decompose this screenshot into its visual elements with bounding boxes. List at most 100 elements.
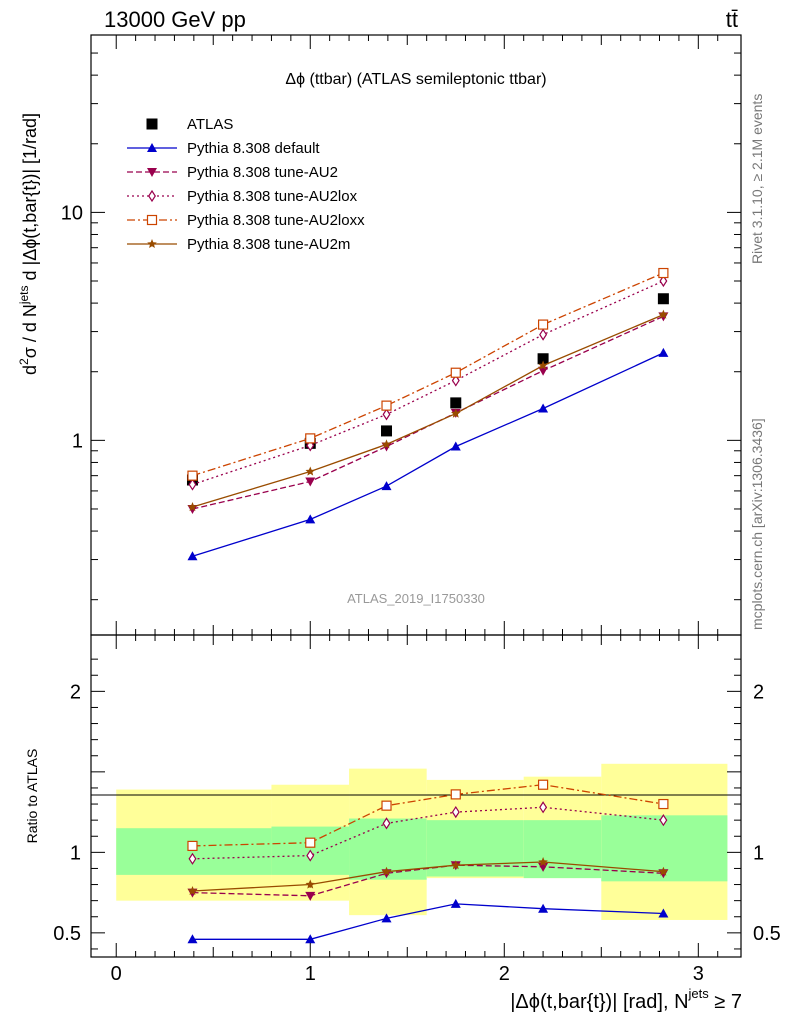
ratio-point	[305, 891, 316, 901]
ratio-panel: 0.5 0.5 1 1 2 2 0 1 2 3 Ratio to ATLAS |Δϕ(t,bar{…	[24, 634, 781, 1013]
mcplots-label: mcplots.cern.ch [arXiv:1306.3436]	[749, 418, 765, 630]
ratio-y-tick-label: 2	[70, 681, 81, 703]
data-point	[305, 477, 316, 487]
series-line	[192, 352, 664, 557]
ratio-point	[305, 934, 316, 944]
ratio-line	[192, 784, 664, 847]
data-point	[450, 397, 462, 409]
main-series-layer	[186, 267, 669, 561]
ratio-y-tick-label-right: 1	[753, 842, 764, 864]
legend-label: Pythia 8.308 tune-AU2loxx	[187, 212, 365, 229]
data-point	[659, 274, 668, 288]
ratio-point	[381, 866, 392, 876]
legend-label: Pythia 8.308 tune-AU2lox	[187, 188, 358, 205]
legend-label: Pythia 8.308 tune-AU2	[187, 164, 338, 181]
ratio-green-band	[116, 828, 272, 875]
data-point	[537, 353, 549, 365]
ratio-line	[192, 806, 664, 860]
series-atlas	[186, 293, 669, 486]
main-y-axis-label: d2σ / d Njets d |Δϕ(t,bar{t})| [1/rad]	[17, 113, 40, 375]
ratio-series-pythia-8-308-default	[187, 898, 669, 944]
ratio-frame	[90, 634, 742, 958]
data-point	[451, 408, 461, 418]
data-point	[450, 367, 461, 378]
legend-entry: Pythia 8.308 tune-AU2m	[127, 236, 350, 253]
ratio-point	[450, 789, 461, 800]
ratio-point	[187, 934, 198, 944]
series-pythia-8-308-tune-au2loxx	[187, 267, 669, 481]
ratio-line	[192, 864, 664, 897]
series-pythia-8-308-default	[187, 347, 669, 561]
ratio-point	[381, 913, 392, 923]
ratio-x-tick-label: 1	[305, 963, 316, 985]
data-point	[381, 400, 392, 411]
xlabel-a-sup: jets	[688, 986, 710, 1001]
series-line	[192, 315, 664, 510]
ratio-point	[187, 886, 198, 895]
data-point	[658, 267, 669, 279]
ratio-x-tick-label: 2	[499, 963, 510, 985]
series-pythia-8-308-tune-au2m	[187, 309, 669, 512]
rivet-label: Rivet 3.1.10, ≥ 2.1M events	[749, 94, 765, 264]
ratio-point	[537, 779, 549, 790]
legend: ATLAS Pythia 8.308 default Pythia 8.308 tu…	[127, 116, 365, 253]
legend-entry: ATLAS	[146, 116, 233, 133]
ratio-x-axis-label: |Δϕ(t,bar{t})| [rad], Njets ≥ 7	[510, 986, 742, 1013]
ratio-point	[305, 837, 316, 848]
xlabel-a: |Δϕ(t,bar{t})| [rad], N	[510, 991, 688, 1013]
ratio-x-tick-label: 3	[693, 963, 704, 985]
process-label: tt̄	[726, 7, 738, 32]
data-point	[658, 309, 669, 319]
main-ylabel-b-sup: jets	[17, 285, 31, 305]
main-y-tick-label: 10	[61, 202, 83, 224]
series-line	[192, 272, 664, 477]
main-ylabel-c: d |Δϕ(t,bar{t})| [1/rad]	[20, 113, 40, 286]
ratio-series-pythia-8-308-tune-au2m	[187, 857, 669, 895]
data-point	[187, 470, 198, 481]
data-point	[451, 374, 460, 387]
ratio-y-axis-label: Ratio to ATLAS	[24, 749, 40, 844]
ratio-line	[192, 903, 664, 940]
main-ylabel-a: d	[20, 365, 40, 375]
ratio-point	[381, 800, 392, 811]
energy-label: 13000 GeV pp	[104, 7, 246, 32]
data-point	[658, 347, 669, 357]
ratio-y-tick-label-right: 2	[753, 681, 764, 703]
main-y-ticks: 1 10	[61, 34, 741, 635]
series-line	[192, 280, 664, 486]
ratio-point	[658, 798, 669, 810]
ratio-line	[192, 861, 664, 892]
data-point	[539, 328, 548, 341]
xlabel-b: ≥ 7	[709, 991, 742, 1013]
ratio-x-tick-label: 0	[111, 963, 122, 985]
main-ylabel-b: σ / d N	[20, 304, 40, 358]
legend-label: Pythia 8.308 default	[187, 140, 320, 157]
legend-label: Pythia 8.308 tune-AU2m	[187, 236, 350, 253]
ratio-point	[187, 840, 198, 852]
data-point	[450, 441, 461, 451]
ratio-point	[658, 866, 669, 876]
legend-marker	[147, 239, 157, 248]
series-pythia-8-308-tune-au2lox	[188, 274, 668, 491]
data-point	[188, 478, 197, 491]
ratio-point	[539, 801, 548, 814]
legend-entry: Pythia 8.308 default	[127, 140, 320, 157]
data-point	[538, 403, 549, 413]
data-point	[187, 502, 198, 512]
data-point	[381, 439, 392, 449]
ratio-series-pythia-8-308-tune-au2loxx	[187, 779, 669, 852]
ratio-point	[306, 849, 315, 862]
ratio-point	[658, 908, 669, 918]
legend-label: ATLAS	[187, 116, 233, 133]
ratio-point	[451, 805, 460, 819]
main-panel: 1 10 Δϕ (ttbar) (ATLAS semileptonic ttbar…	[17, 34, 742, 636]
data-point	[305, 433, 316, 444]
ratio-series-pythia-8-308-tune-au2lox	[188, 801, 668, 865]
ratio-series-layer	[187, 779, 669, 944]
ratio-y-tick-label-right: 0.5	[753, 923, 781, 945]
data-point	[305, 514, 316, 524]
data-point	[381, 425, 393, 437]
ratio-point	[538, 903, 549, 913]
main-ylabel-a-sup: 2	[17, 358, 31, 365]
